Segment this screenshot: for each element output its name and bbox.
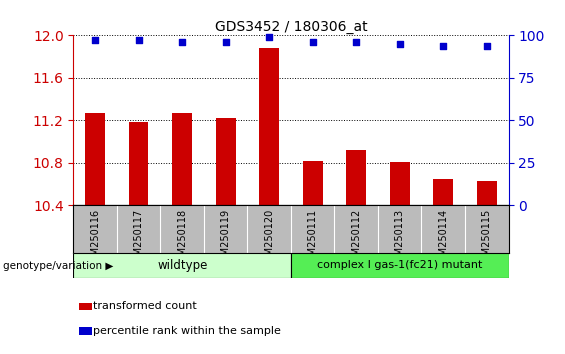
Text: GSM250116: GSM250116 xyxy=(90,209,100,268)
Text: GSM250118: GSM250118 xyxy=(177,209,187,268)
Point xyxy=(134,38,144,43)
Bar xyxy=(129,122,149,205)
Text: GSM250115: GSM250115 xyxy=(482,209,492,268)
Text: percentile rank within the sample: percentile rank within the sample xyxy=(93,326,281,336)
Text: wildtype: wildtype xyxy=(157,259,207,272)
Text: GSM250112: GSM250112 xyxy=(351,209,361,268)
Title: GDS3452 / 180306_at: GDS3452 / 180306_at xyxy=(215,21,367,34)
Point xyxy=(438,43,447,48)
Point xyxy=(483,43,492,48)
Bar xyxy=(216,118,236,205)
Bar xyxy=(433,179,453,205)
Bar xyxy=(291,253,508,278)
Text: GSM250120: GSM250120 xyxy=(264,209,274,268)
Bar xyxy=(303,161,323,205)
Text: GSM250113: GSM250113 xyxy=(395,209,405,268)
Point xyxy=(90,38,100,43)
Text: GSM250117: GSM250117 xyxy=(134,209,144,268)
Bar xyxy=(85,113,105,205)
Point xyxy=(264,34,274,40)
Bar xyxy=(390,162,410,205)
Bar xyxy=(73,253,291,278)
Bar xyxy=(477,181,497,205)
Point xyxy=(177,39,186,45)
Point xyxy=(221,39,231,45)
Bar xyxy=(259,48,279,205)
Text: transformed count: transformed count xyxy=(93,301,197,311)
Point xyxy=(308,39,318,45)
Bar xyxy=(346,150,366,205)
Text: genotype/variation ▶: genotype/variation ▶ xyxy=(3,261,113,271)
Text: complex I gas-1(fc21) mutant: complex I gas-1(fc21) mutant xyxy=(317,261,483,270)
Bar xyxy=(172,113,192,205)
Text: GSM250119: GSM250119 xyxy=(221,209,231,268)
Text: GSM250111: GSM250111 xyxy=(308,209,318,268)
Point xyxy=(351,39,361,45)
Text: GSM250114: GSM250114 xyxy=(438,209,448,268)
Point xyxy=(396,41,405,47)
